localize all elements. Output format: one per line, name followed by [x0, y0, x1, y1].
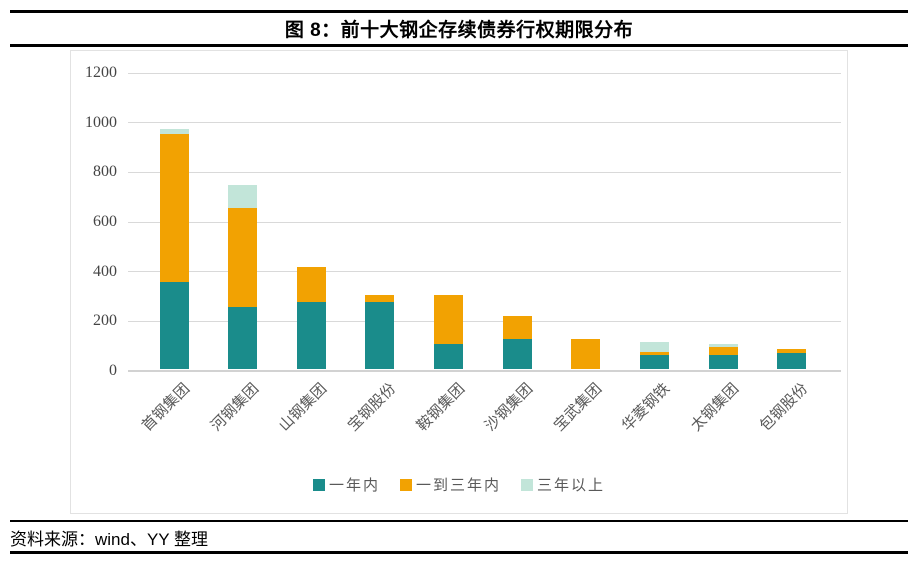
gridline [128, 221, 841, 223]
footer-divider-line [10, 520, 908, 522]
bar-stack [434, 294, 463, 369]
bar-segment [639, 351, 669, 356]
x-axis-line [128, 370, 841, 372]
bar-segment [434, 294, 463, 345]
gridline [128, 320, 841, 322]
bar-stack [639, 341, 669, 369]
y-axis-tick-label: 1000 [85, 113, 117, 131]
bar-stack [777, 349, 807, 369]
top-divider-line [10, 10, 908, 13]
title-divider-line [10, 44, 908, 47]
source-note: 资料来源：wind、YY 整理 [10, 530, 209, 549]
legend-item: 一到三年内 [399, 474, 501, 495]
gridline [128, 171, 841, 173]
bar-segment [159, 129, 189, 135]
legend-item: 一年内 [312, 474, 380, 495]
bottom-divider-line [10, 551, 908, 554]
bar-segment [159, 282, 189, 369]
bar-segment [639, 355, 669, 369]
bar-segment [708, 346, 738, 356]
bar-stack [571, 339, 601, 369]
legend-swatch [521, 478, 533, 491]
chart-frame: 0 200 400 600 800 1000 1200 首钢集团 河钢集团 山钢集团 宝钢股份 鞍钢… [70, 50, 848, 514]
gridline [128, 72, 841, 74]
bar-stack [159, 129, 189, 369]
bar-segment [777, 349, 807, 353]
bar-segment [502, 315, 532, 340]
bar-segment [502, 339, 532, 369]
bar-segment [777, 352, 807, 369]
bar-stack [708, 344, 738, 369]
gridline [128, 271, 841, 273]
legend-label: 一年内 [328, 478, 380, 494]
y-axis-tick-label: 0 [109, 362, 117, 379]
bar-segment [365, 294, 395, 302]
y-axis-tick-label: 400 [93, 262, 117, 280]
legend-label: 三年以上 [537, 478, 606, 494]
bar-stack [296, 267, 326, 369]
chart-legend: 一年内 一到三年内 三年以上 [71, 474, 847, 495]
bar-segment [228, 207, 258, 307]
y-axis-tick-label: 1200 [85, 64, 117, 81]
y-axis-tick-label: 800 [93, 163, 117, 181]
bar-segment [296, 302, 326, 369]
legend-swatch [399, 478, 412, 491]
bar-segment [228, 185, 258, 208]
bar-segment [365, 302, 395, 369]
legend-item: 三年以上 [521, 474, 605, 495]
bar-segment [434, 344, 463, 369]
bar-stack [365, 294, 395, 369]
figure-title: 图 8：前十大钢企存续债券行权期限分布 [284, 20, 634, 41]
y-axis-tick-label: 200 [93, 312, 117, 330]
y-axis-tick-label: 600 [93, 213, 117, 230]
bar-segment [708, 355, 738, 369]
bar-segment [571, 339, 601, 369]
bar-segment [296, 267, 326, 302]
gridline [128, 122, 841, 124]
legend-label: 一到三年内 [415, 478, 501, 494]
bar-stack [228, 185, 258, 369]
legend-swatch [312, 478, 325, 491]
bar-segment [159, 134, 189, 283]
bar-segment [708, 344, 738, 347]
bar-stack [502, 315, 532, 369]
bar-segment [639, 341, 669, 352]
bar-segment [228, 306, 258, 369]
